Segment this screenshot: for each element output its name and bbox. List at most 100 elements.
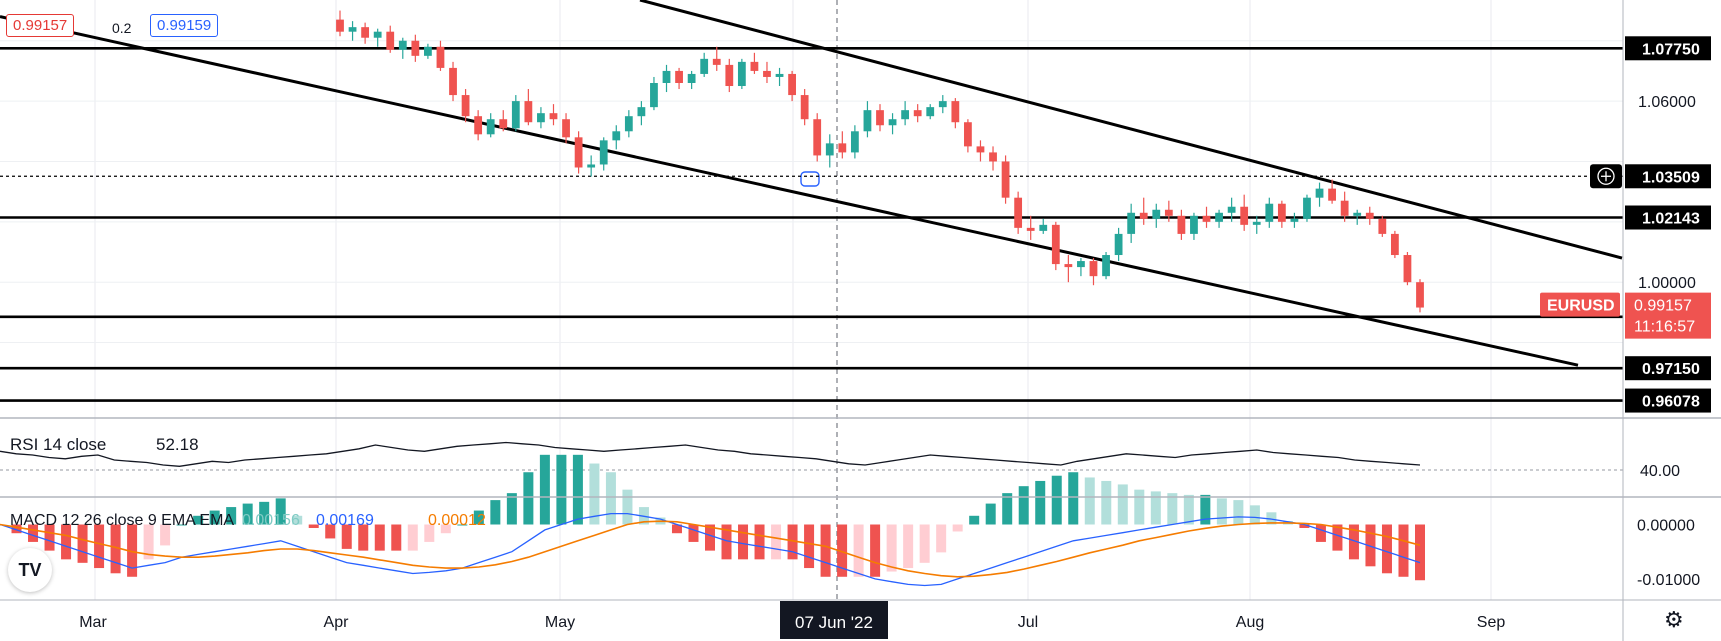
candle-body-8 bbox=[436, 46, 445, 68]
candle-body-7 bbox=[424, 46, 432, 56]
candle-body-63 bbox=[1127, 212, 1136, 234]
candle-body-10 bbox=[461, 95, 470, 117]
candle-body-58 bbox=[1064, 264, 1073, 268]
macd-hist-bar-27 bbox=[440, 524, 451, 534]
macd-hist-bar-26 bbox=[424, 524, 435, 542]
candle-body-66 bbox=[1164, 209, 1173, 216]
macd-hist-bar-30 bbox=[490, 500, 501, 525]
level-price-tag-bg-1 bbox=[1625, 164, 1711, 189]
macd-hist-bar-11 bbox=[176, 524, 187, 526]
macd-hist-bar-85 bbox=[1398, 524, 1409, 577]
macd-hist-bar-61 bbox=[1002, 493, 1013, 525]
rsi-pane: 40.00 RSI 14 close 52.18 bbox=[0, 435, 1680, 480]
macd-hist-bar-18 bbox=[292, 515, 303, 525]
candle-body-37 bbox=[800, 95, 809, 120]
macd-hist-bar-52 bbox=[853, 524, 864, 577]
macd-hist-bar-72 bbox=[1183, 494, 1194, 525]
candle-body-82 bbox=[1365, 212, 1374, 219]
level-price-tag-1: 1.03509 bbox=[1642, 169, 1700, 186]
macd-hist-bar-57 bbox=[936, 524, 947, 553]
macd-hist-bar-22 bbox=[358, 524, 369, 551]
candle-body-35 bbox=[775, 73, 784, 77]
candle-body-30 bbox=[712, 58, 721, 65]
macd-hist-bar-31 bbox=[506, 493, 517, 525]
level-price-tag-2: 1.02143 bbox=[1642, 211, 1700, 228]
candle-body-49 bbox=[951, 101, 960, 123]
candle-body-83 bbox=[1378, 218, 1387, 234]
candle-body-41 bbox=[850, 131, 859, 153]
horizontal-levels[interactable] bbox=[0, 46, 1623, 402]
candle-body-52 bbox=[989, 152, 997, 162]
macd-hist-bar-71 bbox=[1167, 493, 1178, 525]
macd-hist-bar-48 bbox=[787, 524, 798, 560]
axis-labels: 1.077501.035091.021430.988530.971500.960… bbox=[79, 36, 1711, 639]
macd-hist-value: 0.00156 bbox=[242, 512, 300, 529]
macd-line bbox=[0, 512, 1421, 587]
candle-body-40 bbox=[838, 143, 847, 153]
crosshair-add-icon bbox=[1597, 167, 1615, 185]
macd-hist-bar-83 bbox=[1365, 524, 1376, 567]
buy-price-badge[interactable]: 0.99159 bbox=[150, 14, 219, 37]
candle-body-14 bbox=[511, 101, 520, 129]
symbol-badge-bg bbox=[1540, 292, 1620, 317]
y-tick-label-1: 1.00000 bbox=[1638, 275, 1696, 292]
candle-body-70 bbox=[1215, 212, 1223, 222]
rsi-value: 52.18 bbox=[156, 435, 199, 454]
candle-body-57 bbox=[1051, 224, 1060, 265]
macd-hist-bar-60 bbox=[985, 503, 996, 525]
macd-hist-bar-62 bbox=[1018, 486, 1029, 525]
candle-body-22 bbox=[612, 131, 621, 141]
y-tick-label-0: 1.06000 bbox=[1638, 94, 1696, 111]
x-tick-label-5: Sep bbox=[1477, 614, 1506, 631]
macd-hist-bar-56 bbox=[919, 524, 930, 563]
candle-body-43 bbox=[876, 110, 884, 126]
macd-hist-bar-80 bbox=[1315, 524, 1326, 542]
macd-hist-bar-86 bbox=[1415, 524, 1425, 581]
candle-body-81 bbox=[1353, 212, 1362, 216]
macd-hist-bar-23 bbox=[374, 524, 385, 551]
candle-body-85 bbox=[1403, 255, 1412, 283]
macd-hist-bar-79 bbox=[1299, 524, 1310, 528]
candle-body-6 bbox=[411, 40, 420, 56]
macd-hist-bar-58 bbox=[952, 524, 963, 532]
macd-hist-bar-63 bbox=[1035, 480, 1046, 525]
candle-body-69 bbox=[1202, 215, 1211, 222]
candle-body-38 bbox=[813, 119, 822, 156]
macd-hist-bar-42 bbox=[688, 524, 699, 542]
x-tick-label-2: May bbox=[545, 614, 575, 631]
level-price-tag-4: 0.97150 bbox=[1642, 361, 1700, 378]
rsi-line bbox=[0, 441, 1421, 467]
macd-hist-bar-49 bbox=[804, 524, 815, 569]
macd-hist-bar-9 bbox=[143, 524, 154, 560]
sell-price-badge[interactable]: 0.99157 bbox=[6, 14, 75, 37]
macd-hist-bar-5 bbox=[77, 524, 88, 563]
level-price-tag-bg-4 bbox=[1625, 356, 1711, 381]
candle-body-45 bbox=[901, 110, 910, 120]
candle-body-2 bbox=[361, 27, 370, 38]
macd-hist-bar-45 bbox=[738, 524, 749, 560]
macd-hist-bar-55 bbox=[903, 524, 914, 569]
candle-body-20 bbox=[587, 164, 596, 168]
candle-body-11 bbox=[474, 116, 483, 135]
candle-body-62 bbox=[1114, 233, 1123, 256]
trendlines[interactable] bbox=[0, 0, 1623, 367]
candle-body-48 bbox=[938, 101, 947, 108]
macd-hist-bar-28 bbox=[457, 524, 468, 526]
macd-hist-bar-7 bbox=[110, 524, 121, 574]
last-price-label: 0.99157 bbox=[1634, 298, 1692, 315]
candle-body-1 bbox=[348, 27, 357, 32]
settings-gear-icon[interactable]: ⚙ bbox=[1664, 607, 1684, 632]
macd-hist-bar-44 bbox=[721, 524, 732, 560]
level-price-tag-0: 1.07750 bbox=[1642, 41, 1700, 58]
candle-body-4 bbox=[386, 31, 395, 50]
macd-hist-bar-54 bbox=[886, 524, 897, 572]
tradingview-logo[interactable]: TV bbox=[8, 548, 52, 592]
macd-hist-bar-25 bbox=[407, 524, 418, 551]
macd-hist-bar-65 bbox=[1068, 472, 1079, 525]
candle-body-16 bbox=[537, 113, 545, 123]
x-tick-label-1: Apr bbox=[324, 614, 350, 631]
macd-hist-bar-37 bbox=[605, 472, 616, 525]
macd-hist-bar-84 bbox=[1381, 524, 1392, 574]
candle-body-19 bbox=[574, 137, 583, 168]
